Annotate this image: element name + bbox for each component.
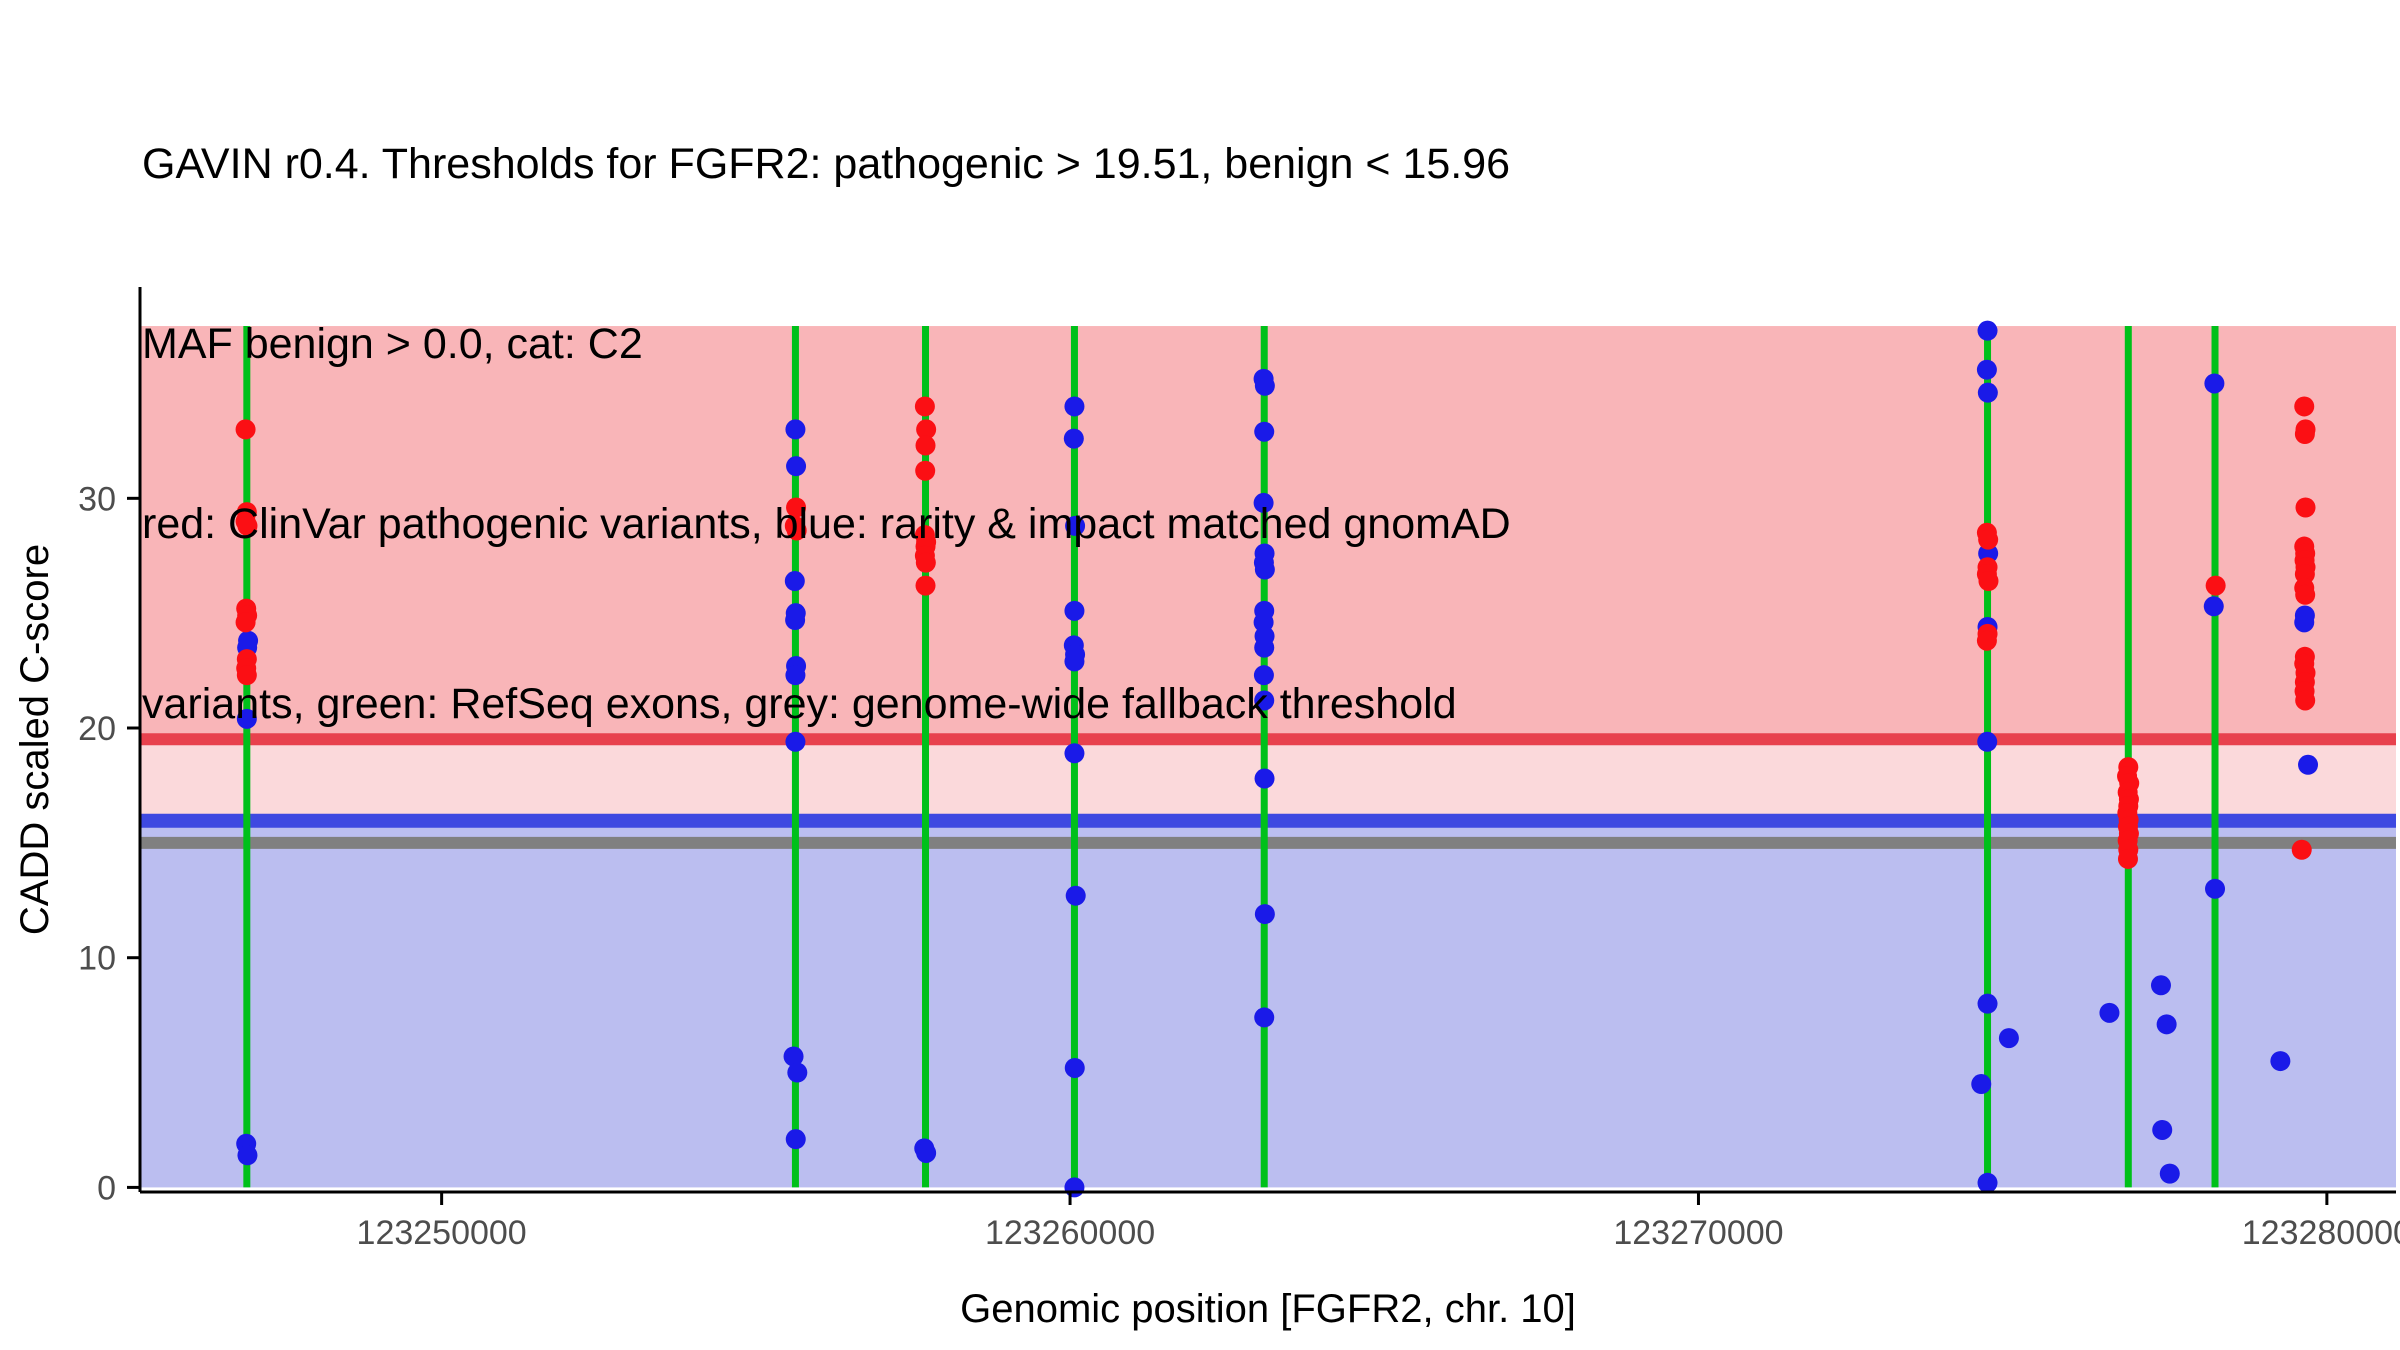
gnomad-matched-point (787, 1062, 808, 1083)
gnomad-matched-point (1064, 1177, 1085, 1198)
gnomad-matched-point (1064, 600, 1085, 621)
x-tick-label: 123270000 (1613, 1214, 1783, 1252)
gnomad-matched-point (1254, 690, 1275, 711)
gnomad-matched-point (1254, 904, 1275, 925)
gnomad-matched-point (1254, 559, 1275, 580)
gnomad-matched-point (1254, 375, 1275, 396)
gnomad-matched-point (784, 571, 805, 592)
clinvar-pathogenic-point (786, 520, 807, 541)
clinvar-pathogenic-point (915, 435, 936, 456)
gnomad-matched-point (1064, 743, 1085, 764)
gnomad-matched-point (2294, 612, 2315, 633)
clinvar-pathogenic-point (2294, 424, 2315, 445)
chart-title-line-4: variants, green: RefSeq exons, grey: gen… (142, 680, 1457, 728)
clinvar-pathogenic-point (2291, 839, 2312, 860)
gnomad-matched-point (1977, 382, 1998, 403)
clinvar-pathogenic-point (236, 665, 257, 686)
gnomad-matched-point (1253, 492, 1274, 513)
gnomad-matched-point (1254, 421, 1275, 442)
gnomad-matched-point (1064, 396, 1085, 417)
gnomad-matched-point (236, 708, 257, 729)
gnomad-matched-point (785, 1129, 806, 1150)
chart-title: GAVIN r0.4. Thresholds for FGFR2: pathog… (142, 14, 1511, 854)
gnomad-matched-point (1065, 885, 1086, 906)
clinvar-pathogenic-point (1978, 571, 1999, 592)
gnomad-matched-point (786, 456, 807, 477)
gnomad-matched-point (1064, 651, 1085, 672)
gnomad-matched-point (916, 1142, 937, 1163)
clinvar-pathogenic-point (916, 419, 937, 440)
gnomad-matched-point (785, 665, 806, 686)
y-tick-label: 20 (78, 710, 116, 748)
clinvar-pathogenic-point (1978, 529, 1999, 550)
gnomad-matched-point (1064, 1057, 1085, 1078)
gnomad-matched-point (2204, 373, 2225, 394)
y-axis-title: CADD scaled C-score (13, 544, 57, 935)
clinvar-pathogenic-point (237, 515, 258, 536)
gnomad-matched-point (785, 419, 806, 440)
y-tick-label: 30 (78, 480, 116, 518)
clinvar-pathogenic-point (235, 612, 256, 633)
clinvar-pathogenic-point (914, 396, 935, 417)
gnomad-matched-point (1971, 1074, 1992, 1095)
gnomad-matched-point (783, 1046, 804, 1067)
gnomad-matched-point (2099, 1002, 2120, 1023)
clinvar-pathogenic-point (235, 419, 256, 440)
x-tick-label: 123250000 (357, 1214, 527, 1252)
clinvar-pathogenic-point (1976, 630, 1997, 651)
gnomad-matched-point (2205, 878, 2226, 899)
gnomad-matched-point (1976, 359, 1997, 380)
gnomad-matched-point (1063, 428, 1084, 449)
clinvar-pathogenic-point (2117, 848, 2138, 869)
gnomad-matched-point (1977, 993, 1998, 1014)
gnomad-matched-point (2159, 1163, 2180, 1184)
gnomad-matched-point (1977, 731, 1998, 752)
chart-title-line-1: GAVIN r0.4. Thresholds for FGFR2: pathog… (142, 140, 1511, 188)
y-tick-label: 0 (97, 1169, 116, 1207)
x-axis-title: Genomic position [FGFR2, chr. 10] (960, 1287, 1576, 1331)
clinvar-pathogenic-point (915, 460, 936, 481)
gnomad-matched-point (1254, 768, 1275, 789)
gnomad-matched-point (785, 610, 806, 631)
gnomad-matched-point (1065, 515, 1086, 536)
clinvar-pathogenic-point (2295, 497, 2316, 518)
gnomad-matched-point (2156, 1014, 2177, 1035)
clinvar-pathogenic-point (2295, 584, 2316, 605)
clinvar-pathogenic-point (915, 552, 936, 573)
chart-title-line-2: MAF benign > 0.0, cat: C2 (142, 320, 643, 368)
gnomad-matched-point (785, 731, 806, 752)
gnomad-matched-point (1253, 665, 1274, 686)
gnomad-matched-point (1977, 1172, 1998, 1193)
gnomad-matched-point (1977, 320, 1998, 341)
gnomad-matched-point (1998, 1028, 2019, 1049)
chart-title-line-3: red: ClinVar pathogenic variants, blue: … (142, 500, 1511, 548)
gnomad-matched-point (1254, 1007, 1275, 1028)
gnomad-matched-point (237, 1145, 258, 1166)
gnomad-matched-point (2152, 1119, 2173, 1140)
gnomad-matched-point (2150, 975, 2171, 996)
clinvar-pathogenic-point (915, 575, 936, 596)
gnomad-matched-point (1254, 637, 1275, 658)
clinvar-pathogenic-point (2295, 690, 2316, 711)
x-tick-label: 123280000 (2242, 1214, 2400, 1252)
x-tick-label: 123260000 (985, 1214, 1155, 1252)
y-tick-label: 10 (78, 940, 116, 978)
gnomad-matched-point (2270, 1051, 2291, 1072)
gnomad-matched-point (2298, 754, 2319, 775)
clinvar-pathogenic-point (2205, 575, 2226, 596)
band-benign (140, 820, 2396, 1188)
gnomad-matched-point (2203, 596, 2224, 617)
clinvar-pathogenic-point (2294, 396, 2315, 417)
clinvar-pathogenic-point (786, 497, 807, 518)
